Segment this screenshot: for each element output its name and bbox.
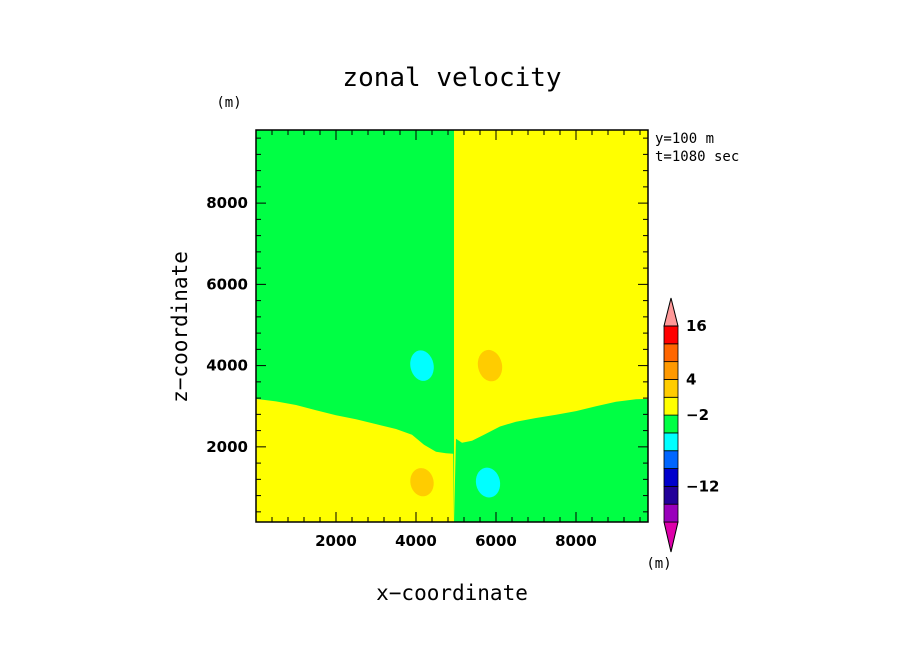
annotation-y-position: y=100 m — [655, 131, 714, 147]
colorbar-label: −12 — [686, 477, 719, 495]
velocity-cell-1 — [410, 350, 434, 381]
y-tick-label: 4000 — [206, 357, 248, 375]
annotation-time: t=1080 sec — [655, 149, 739, 165]
chart-title: zonal velocity — [342, 63, 561, 93]
velocity-cell-3 — [410, 468, 434, 497]
colorbar-label: 16 — [686, 317, 707, 335]
colorbar-segment-8 — [663, 379, 679, 398]
colorbar-unit: (m) — [646, 556, 671, 572]
colorbar-segment-6 — [663, 414, 679, 434]
x-tick-label: 4000 — [395, 532, 437, 550]
y-tick-label: 2000 — [206, 438, 248, 456]
colorbar-label: −2 — [686, 406, 709, 424]
colorbar-segment-1 — [663, 503, 679, 523]
y-axis-unit: (m) — [216, 95, 241, 111]
colorbar-segment-2 — [663, 485, 679, 505]
region-lower-left — [256, 398, 454, 522]
region-lower-right — [454, 398, 648, 522]
colorbar-segment-11 — [663, 325, 679, 345]
x-tick-label: 6000 — [475, 532, 517, 550]
x-tick-label: 8000 — [555, 532, 597, 550]
colorbar-segment-7 — [663, 396, 679, 416]
colorbar-segment-12 — [663, 297, 679, 327]
colorbar-segment-9 — [663, 361, 679, 380]
y-tick-label: 8000 — [206, 194, 248, 212]
colorbar-label: 4 — [686, 370, 696, 388]
x-tick-label: 2000 — [315, 532, 357, 550]
colorbar-segment-0 — [663, 521, 679, 553]
y-tick-label: 6000 — [206, 275, 248, 293]
x-axis-title: x−coordinate — [376, 581, 528, 605]
colorbar-segment-5 — [663, 432, 679, 452]
plot-area: 2000 4000 6000 8000 2000 4000 6000 8000 — [206, 129, 649, 550]
colorbar-segment-3 — [663, 468, 679, 487]
colorbar-segment-4 — [663, 450, 679, 469]
colorbar-segment-10 — [663, 343, 679, 363]
colorbar: 16 4 −2 −12 — [663, 297, 719, 553]
y-axis-title: z−coordinate — [168, 251, 192, 403]
velocity-cell-2 — [477, 349, 503, 382]
velocity-cell-4 — [475, 467, 501, 498]
plot-frame — [255, 129, 649, 523]
axis-ticks — [255, 130, 648, 522]
